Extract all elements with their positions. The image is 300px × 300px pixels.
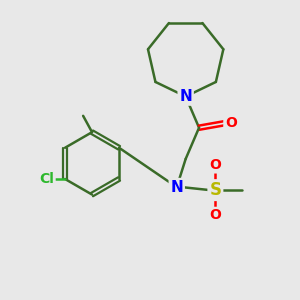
Text: O: O	[209, 208, 221, 222]
Text: Cl: Cl	[39, 172, 54, 186]
Text: N: N	[170, 180, 183, 195]
Text: O: O	[209, 158, 221, 172]
Text: N: N	[179, 89, 192, 104]
Text: O: O	[225, 116, 237, 130]
Text: S: S	[209, 181, 221, 199]
